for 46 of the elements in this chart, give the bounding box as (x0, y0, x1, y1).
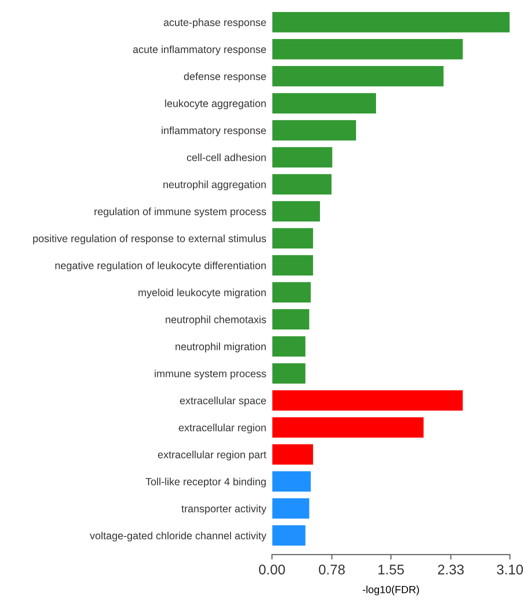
bar (272, 173, 332, 196)
y-tick-label: extracellular region part (158, 450, 266, 460)
y-tick-label: myeloid leukocyte migration (138, 288, 266, 298)
bar (272, 444, 314, 466)
y-tick-label: acute-phase response (164, 18, 266, 28)
bar (272, 470, 312, 492)
bar (272, 146, 333, 168)
y-tick-label: cell-cell adhesion (186, 154, 266, 162)
y-tick-label: extracellular region (178, 424, 266, 434)
x-axis-title: -log10(FDR) (362, 586, 419, 596)
bar (272, 38, 464, 60)
bar (272, 362, 306, 384)
y-tick-label: voltage-gated chloride channel activity (90, 532, 266, 542)
bar (272, 336, 306, 358)
bar (272, 308, 310, 330)
x-tick-label: 3.10 (496, 564, 523, 574)
x-tick-label: 1.55 (378, 564, 404, 574)
y-tick-label: neutrophil chemotaxis (166, 316, 266, 326)
y-tick-label: negative regulation of leukocyte differentiation (55, 262, 266, 272)
y-tick-label: defense response (184, 72, 266, 82)
bar (272, 11, 510, 34)
y-tick-label: neutrophil aggregation (163, 180, 266, 190)
bar (272, 390, 464, 412)
y-tick-label: regulation of immune system process (94, 208, 266, 218)
y-tick-label: inflammatory response (162, 126, 266, 136)
bar (272, 281, 312, 304)
y-tick-label: positive regulation of response to external stimulus (33, 234, 266, 244)
bar (272, 524, 306, 546)
bar (272, 119, 357, 142)
x-tick-label: 2.33 (438, 564, 464, 574)
y-tick-label: neutrophil migration (176, 342, 266, 352)
bar (272, 200, 321, 222)
bar (272, 498, 310, 520)
y-tick-label: immune system process (154, 370, 266, 380)
bar (272, 65, 444, 88)
x-tick-label: 0.00 (258, 564, 285, 574)
y-tick-label: transporter activity (181, 504, 266, 514)
bar (272, 416, 424, 438)
x-tick-label: 0.78 (318, 564, 345, 574)
bar (272, 254, 314, 276)
y-tick-label: Toll-like receptor 4 binding (146, 478, 266, 488)
y-tick-label: extracellular space (180, 396, 266, 406)
y-tick-label: leukocyte aggregation (165, 99, 266, 110)
bar (272, 92, 377, 114)
bar (272, 227, 314, 250)
y-tick-label: acute inflammatory response (133, 45, 266, 56)
